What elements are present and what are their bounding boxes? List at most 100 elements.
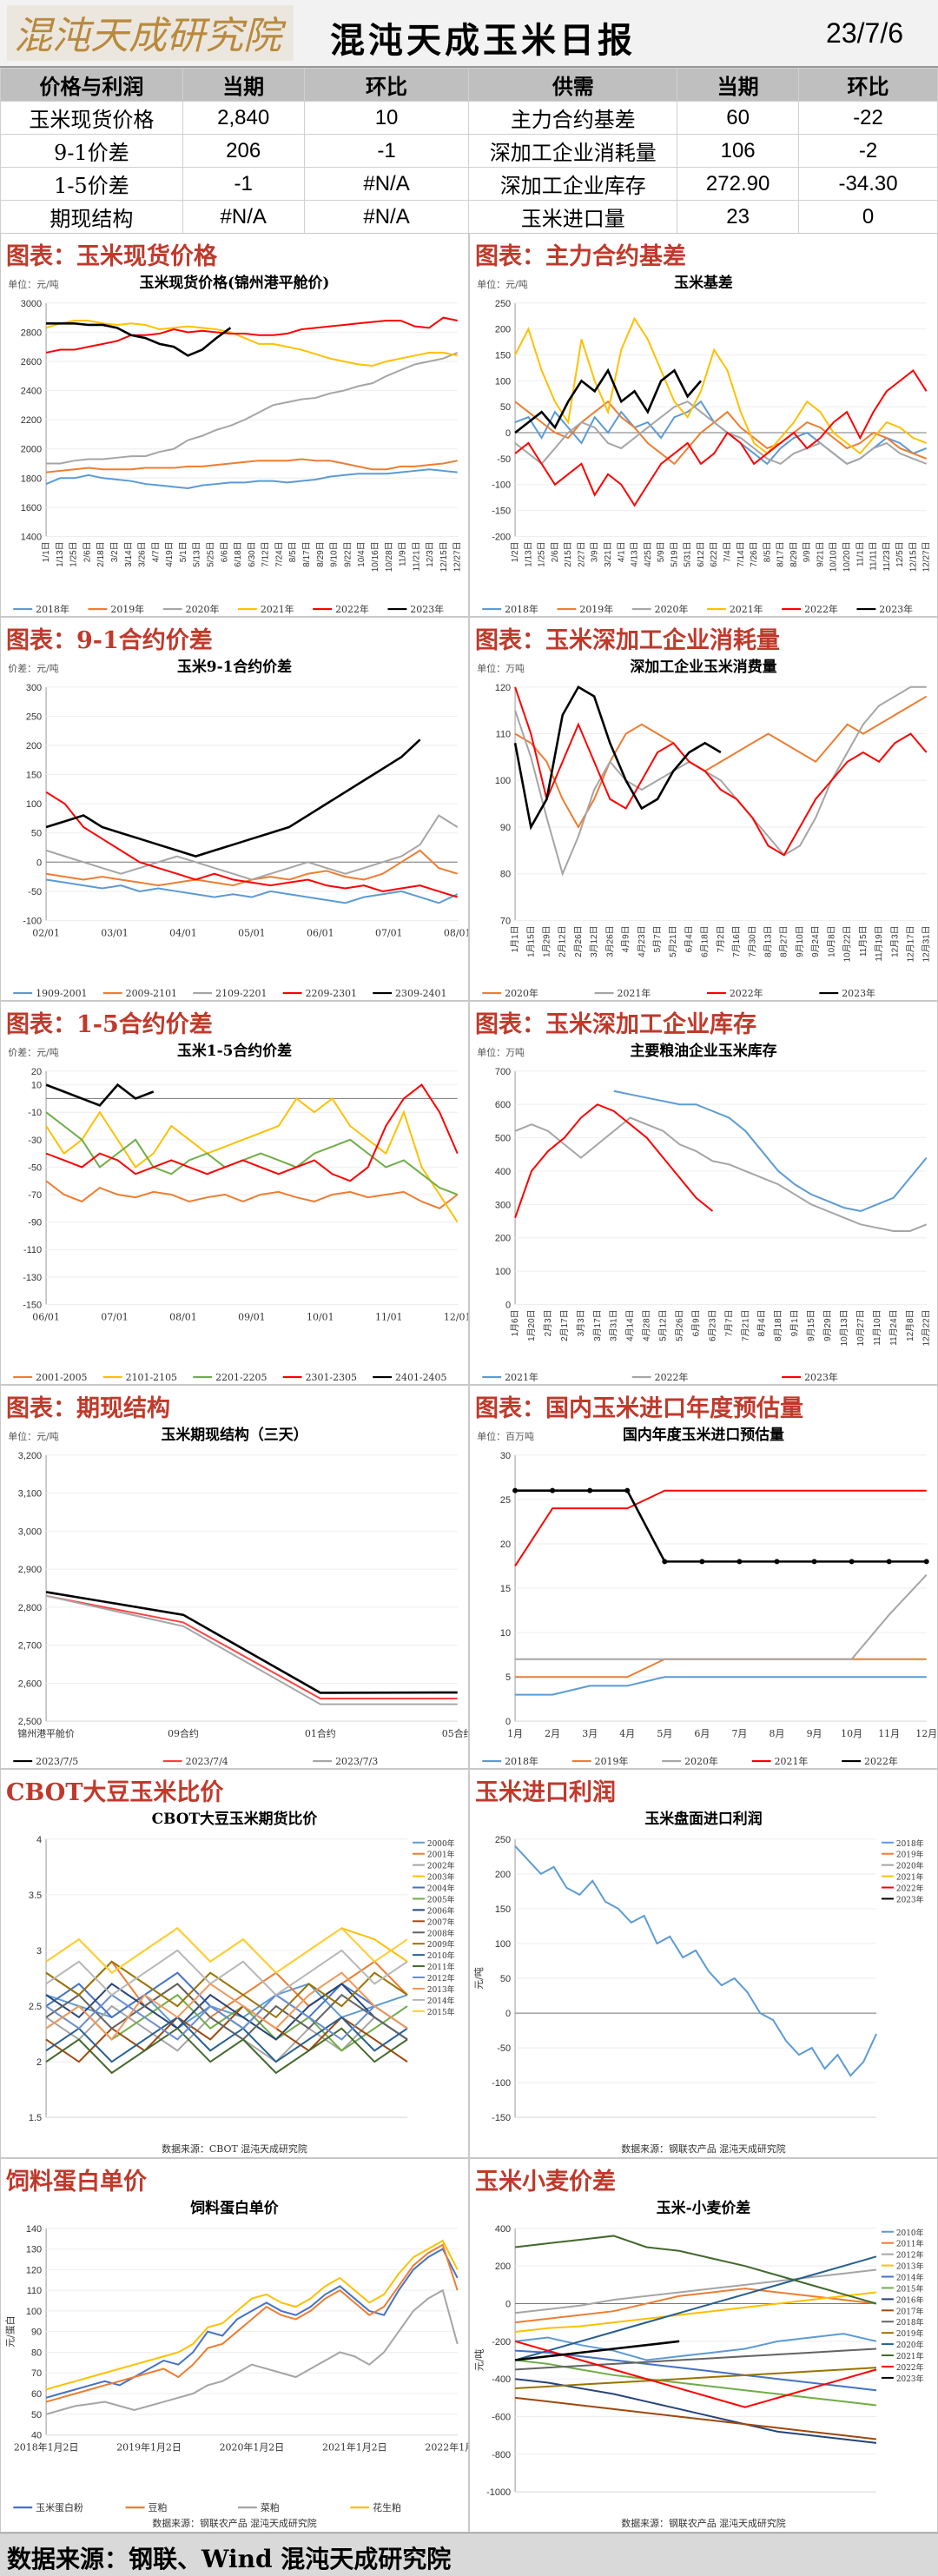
series-line (515, 2235, 877, 2305)
legend-label: 2007年 (427, 1917, 455, 1927)
legend-label: 2021年 (505, 1371, 538, 1383)
metric-label: 期现结构 (0, 200, 183, 234)
y-tick-label: 0 (505, 2009, 511, 2019)
legend-label: 2019年 (595, 1755, 629, 1767)
series-line (514, 1489, 927, 1567)
x-tick-label: 06/01 (307, 927, 334, 938)
x-tick-label: 2020年1月2日 (220, 2440, 285, 2453)
x-tick-label: 10/16日 (371, 541, 380, 572)
chart-source: 数据来源：CBOT 混沌天成研究院 (162, 2142, 307, 2155)
x-tick-label: 1/13日 (56, 541, 65, 566)
metric-label: 深加工企业消耗量 (468, 134, 678, 168)
x-tick-label: 5/9日 (657, 541, 666, 562)
series-point (923, 1559, 929, 1565)
legend-label: 2020年 (896, 2340, 924, 2350)
logo-text: 混沌天成研究院 (14, 14, 287, 58)
summary-row: 玉米现货价格 2,840 10 主力合约基差 60 -22 (0, 101, 938, 135)
x-tick-label: 锦州港平舱价 (17, 1727, 75, 1739)
x-tick-label: 9月 (807, 1728, 822, 1739)
x-tick-label: 2022年1月2日 (425, 2440, 468, 2453)
x-tick-label: 9/22日 (343, 541, 353, 566)
y-tick-label: 40 (31, 2431, 42, 2441)
metric-change: -2 (798, 134, 938, 168)
x-tick-label: 12月17日 (905, 925, 915, 962)
chart-panel: 图表：9-1合约价差 玉米9-1合约价差 价差：元/吨 300 250 200 150 100… (0, 617, 469, 1001)
series-point (550, 1487, 556, 1493)
chart-unit: 单位：万吨 (477, 662, 525, 674)
y-tick-label: -50 (28, 887, 42, 897)
x-tick-label: 5/1日 (179, 541, 188, 562)
chart-svg: 饲料蛋白单价 140 130 120 110 100 90 80 70 60 50 40 元/蛋白 201… (3, 2199, 468, 2529)
summary-row: 期现结构 #N/A #N/A 玉米进口量 23 0 (0, 200, 938, 234)
y-tick-label: 2600 (21, 357, 42, 368)
y-tick-label: 20 (500, 1540, 511, 1550)
x-tick-label: 9月10日 (795, 925, 805, 957)
x-tick-label: 6月23日 (707, 1309, 717, 1341)
x-tick-label: 08/01 (444, 927, 468, 938)
series-line (514, 685, 927, 877)
chart-title: 玉米-小麦价差 (657, 2199, 751, 2216)
y-tick-label: 2,700 (18, 1641, 42, 1652)
x-tick-label: 6月 (694, 1728, 710, 1739)
y-tick-label: -100 (23, 916, 42, 926)
y-tick-label: 2000 (21, 445, 42, 455)
x-tick-label: 12月31日 (921, 925, 932, 962)
y-tick-label: 3,200 (18, 1451, 42, 1461)
y-tick-label: 600 (495, 1100, 511, 1110)
x-tick-label: 2019年1月2日 (116, 2440, 182, 2453)
legend-label: 2023年 (896, 2374, 924, 2384)
chart-panel: 玉米小麦价差 玉米-小麦价差 400 200 0 -200 -400 -600 -800 -100… (469, 2158, 938, 2533)
x-tick-label: 12/3日 (426, 541, 435, 566)
x-tick-label: 04/01 (169, 927, 197, 938)
y-tick-label: -100 (492, 480, 511, 491)
chart-panel: 图表：期现结构 玉米期现结构（三天） 单位：元/吨 3,200 3,100 3,000 2,… (0, 1385, 469, 1769)
chart-source: 数据来源：钢联农产品 混沌天成研究院 (621, 2517, 785, 2529)
series-line (514, 686, 928, 857)
y-tick-label: 3000 (21, 299, 42, 309)
legend-label: 2021年 (617, 987, 651, 999)
legend-label: 2002年 (427, 1861, 455, 1871)
y-tick-label: 50 (500, 402, 511, 413)
x-tick-label: 2/15日 (564, 541, 573, 566)
series-line (515, 2396, 877, 2440)
legend-label: 2003年 (427, 1872, 455, 1883)
legend-label: 2016年 (896, 2295, 924, 2305)
metric-label: 玉米进口量 (468, 200, 678, 234)
legend-label: 2023年 (879, 603, 913, 615)
x-tick-label: 06/01 (32, 1311, 60, 1322)
y-tick-label: -150 (492, 507, 511, 517)
x-tick-label: 5月12日 (658, 1309, 669, 1341)
y-axis-label: 元/吨 (473, 1967, 485, 1990)
legend-label: 2019年 (896, 2328, 924, 2339)
x-tick-label: 2018年1月2日 (14, 2440, 79, 2453)
x-tick-label: 10/28日 (385, 541, 394, 572)
y-tick-label: 70 (31, 2368, 42, 2379)
series-line (45, 2016, 408, 2063)
series-line (515, 1489, 927, 1563)
x-tick-label: 7月16日 (731, 925, 742, 957)
x-tick-label: 02/01 (32, 927, 60, 938)
y-tick-label: -50 (497, 454, 511, 465)
series-point (774, 1559, 780, 1565)
chart-unit: 单位：元/吨 (477, 278, 527, 290)
x-tick-label: 3/2日 (110, 541, 120, 562)
x-tick-label: 10月13日 (839, 1309, 849, 1346)
series-line (514, 368, 702, 434)
x-tick-label: 7月 (731, 1728, 747, 1739)
legend-label: 2020年 (684, 1755, 718, 1767)
chart-panel: CBOT大豆玉米比价 CBOT大豆玉米期货比价 4 3.5 3 2.5 2 1.5 2000年 2… (0, 1769, 469, 2158)
chart-title: 国内年度玉米进口预估量 (623, 1426, 784, 1443)
y-tick-label: 15 (500, 1584, 511, 1594)
x-tick-label: 4月9日 (621, 925, 631, 952)
x-tick-label: 2月 (545, 1728, 560, 1739)
y-tick-label: 100 (26, 799, 42, 810)
y-tick-label: 200 (26, 741, 42, 752)
x-tick-label: 6/6日 (220, 541, 229, 562)
legend-label: 2019年 (110, 603, 144, 615)
x-tick-label: 7/26日 (750, 541, 759, 566)
legend-label: 2021年 (261, 603, 294, 615)
chart-unit: 单位：百万吨 (477, 1430, 534, 1442)
series-point (886, 1559, 892, 1565)
y-tick-label: 50 (31, 829, 42, 839)
chart-panel: 图表：国内玉米进口年度预估量 国内年度玉米进口预估量 单位：百万吨 30 25 20 15 1… (469, 1385, 938, 1769)
